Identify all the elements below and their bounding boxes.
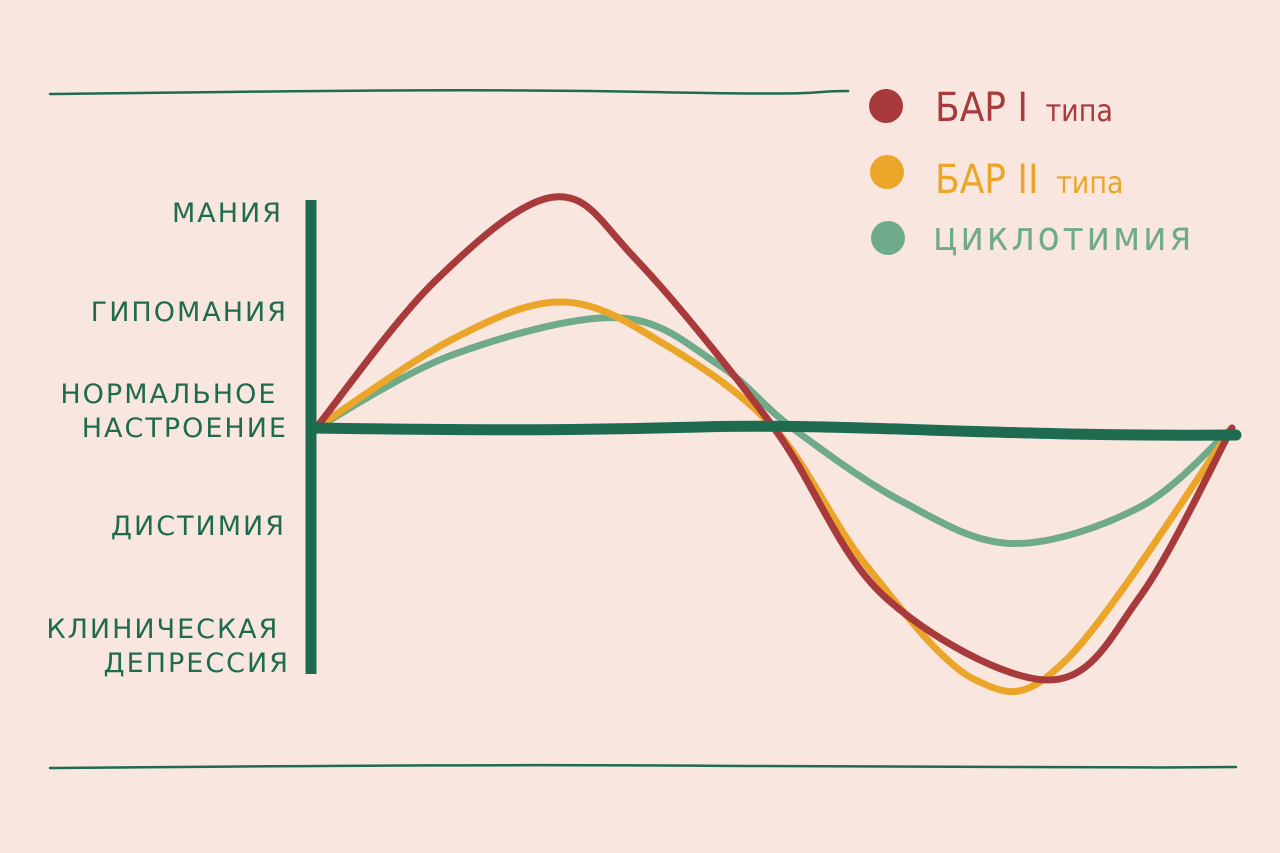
legend-marker-cyclothymia [871,221,905,255]
series-line-bar2 [312,298,1236,696]
legend-marker-bar2 [870,155,904,189]
legend-item-bar1: БАР I типа [869,85,1113,131]
legend-label-cyclothymia: циклотимия [933,214,1194,260]
ytick-depression: КЛИНИЧЕСКАЯ ДЕПРЕССИЯ [46,614,290,679]
x-axis-baseline [306,420,1242,441]
legend-item-bar2: БАР II типа [870,155,1124,203]
legend: БАР I типа БАР II типа циклотимия [869,85,1194,260]
legend-label-bar2: БАР II типа [935,157,1124,203]
legend-label-bar1: БАР I типа [935,85,1113,131]
ytick-dysthymia: ДИСТИМИЯ [111,511,286,542]
top-divider-line [48,89,850,96]
ytick-normal: НОРМАЛЬНОЕ НАСТРОЕНИЕ [60,379,288,444]
ytick-hypomania: ГИПОМАНИЯ [91,297,288,328]
ytick-mania: МАНИЯ [172,198,283,229]
series-layer [312,193,1236,696]
legend-marker-bar1 [869,89,903,123]
bottom-divider-line [48,763,1238,770]
y-tick-labels: МАНИЯ ГИПОМАНИЯ НОРМАЛЬНОЕ НАСТРОЕНИЕ ДИ… [46,198,290,679]
legend-item-cyclothymia: циклотимия [871,214,1194,260]
